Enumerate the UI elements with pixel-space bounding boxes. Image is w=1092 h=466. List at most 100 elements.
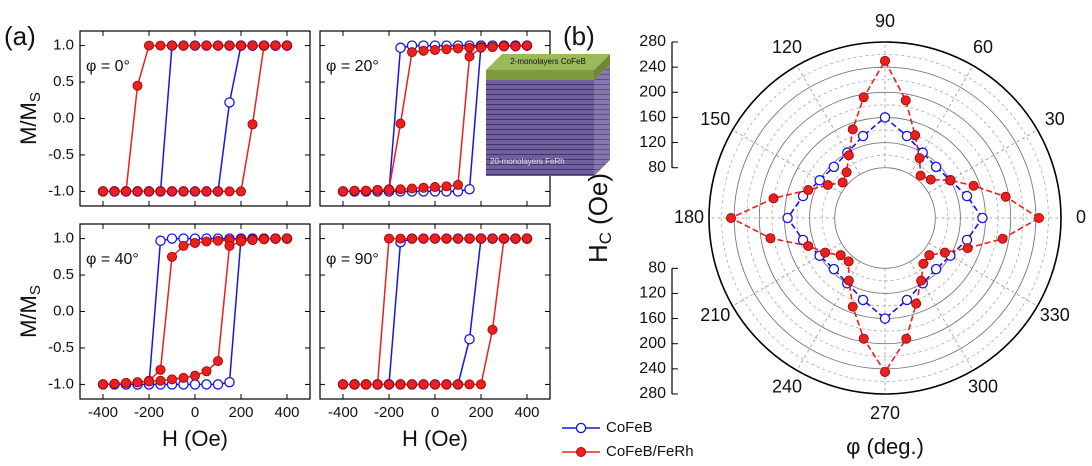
y-axis-label: M/MS [16, 285, 44, 338]
theta-tick-label: 180 [674, 207, 704, 227]
data-point [452, 233, 463, 244]
data-point [132, 186, 143, 197]
data-point [968, 180, 979, 191]
r-tick-label: 120 [639, 285, 666, 302]
x-tick-label: 0 [431, 404, 439, 421]
data-point [522, 40, 533, 51]
data-point [178, 372, 189, 383]
data-point [189, 186, 200, 197]
theta-tick-label: 150 [700, 109, 730, 129]
y-tick-label: -0.5 [48, 146, 74, 163]
data-point [835, 250, 846, 261]
data-point [201, 236, 212, 247]
data-point [510, 233, 521, 244]
x-tick-label: -400 [328, 404, 358, 421]
data-point [235, 236, 246, 247]
data-point [247, 40, 258, 51]
y-tick-label: 1.0 [53, 37, 74, 54]
data-point [201, 379, 212, 390]
data-point [337, 379, 348, 390]
data-point [201, 366, 212, 377]
data-point [939, 247, 950, 258]
data-point [349, 185, 360, 196]
x-tick-label: 400 [274, 404, 299, 421]
data-point [498, 233, 509, 244]
polar-grid-circle [758, 91, 1012, 345]
r-axis-label: HC (Oe) [583, 173, 616, 263]
x-axis-label: φ (deg.) [846, 434, 924, 459]
data-point [828, 161, 840, 173]
inset-top-side [594, 54, 610, 80]
x-tick-label: -400 [88, 404, 118, 421]
data-point [395, 233, 406, 244]
theta-tick-label: 0 [1076, 207, 1086, 227]
data-point [879, 112, 891, 123]
data-point [383, 233, 394, 244]
data-point [880, 366, 891, 377]
data-point [918, 258, 929, 269]
r-axis-label-sub: C [596, 232, 615, 244]
data-point [212, 356, 223, 367]
data-point [429, 44, 440, 55]
y-tick-label: -1.0 [48, 182, 74, 199]
theta-tick-label: 60 [973, 37, 993, 57]
r-tick-label: 80 [648, 159, 666, 176]
data-point [98, 186, 109, 197]
data-point [395, 42, 406, 54]
data-point [235, 40, 246, 51]
panel-annotation: φ = 90° [326, 251, 379, 268]
data-point [452, 179, 463, 190]
y-tick-label: -0.5 [48, 339, 74, 356]
data-point [880, 55, 891, 66]
data-point [765, 233, 776, 244]
data-point [441, 181, 452, 192]
data-point [441, 44, 452, 55]
r-tick-label: 280 [639, 385, 666, 402]
data-point [726, 212, 737, 223]
data-point [143, 186, 154, 197]
data-point [418, 233, 429, 244]
data-point [270, 233, 281, 244]
panel-annotation: φ = 20° [326, 58, 379, 75]
legend-label: CoFeB [606, 419, 653, 436]
data-point [858, 333, 869, 344]
data-point [930, 161, 942, 173]
data-point [464, 379, 475, 390]
data-point [224, 40, 235, 51]
data-point [224, 376, 235, 388]
data-point [782, 212, 793, 224]
data-point [487, 324, 498, 335]
data-point [522, 233, 533, 244]
inset-top [486, 54, 610, 70]
theta-tick-label: 90 [875, 11, 895, 31]
data-point [879, 313, 891, 324]
data-point [224, 186, 235, 197]
r-tick-label: 80 [648, 260, 666, 277]
data-point [930, 263, 942, 275]
data-point [901, 294, 913, 306]
data-point [166, 374, 177, 385]
data-point [212, 379, 224, 390]
data-point [475, 42, 486, 53]
data-point [858, 92, 869, 103]
data-point [155, 375, 166, 386]
theta-tick-label: 210 [700, 305, 730, 325]
y-tick-label: -1.0 [48, 375, 74, 392]
data-point [464, 183, 475, 195]
data-point [820, 247, 831, 258]
data-point [962, 243, 973, 254]
data-point [166, 186, 177, 197]
data-point [258, 234, 269, 245]
x-axis-label: H (Oe) [402, 426, 468, 451]
data-point [189, 379, 201, 390]
data-point [803, 240, 814, 251]
data-point [452, 379, 463, 390]
inset-side [594, 64, 610, 176]
panel-annotation: φ = 40° [86, 251, 139, 268]
data-point [475, 233, 486, 244]
data-point [1034, 212, 1045, 223]
data-point [121, 377, 132, 388]
data-point [224, 240, 235, 251]
data-point [924, 250, 935, 261]
